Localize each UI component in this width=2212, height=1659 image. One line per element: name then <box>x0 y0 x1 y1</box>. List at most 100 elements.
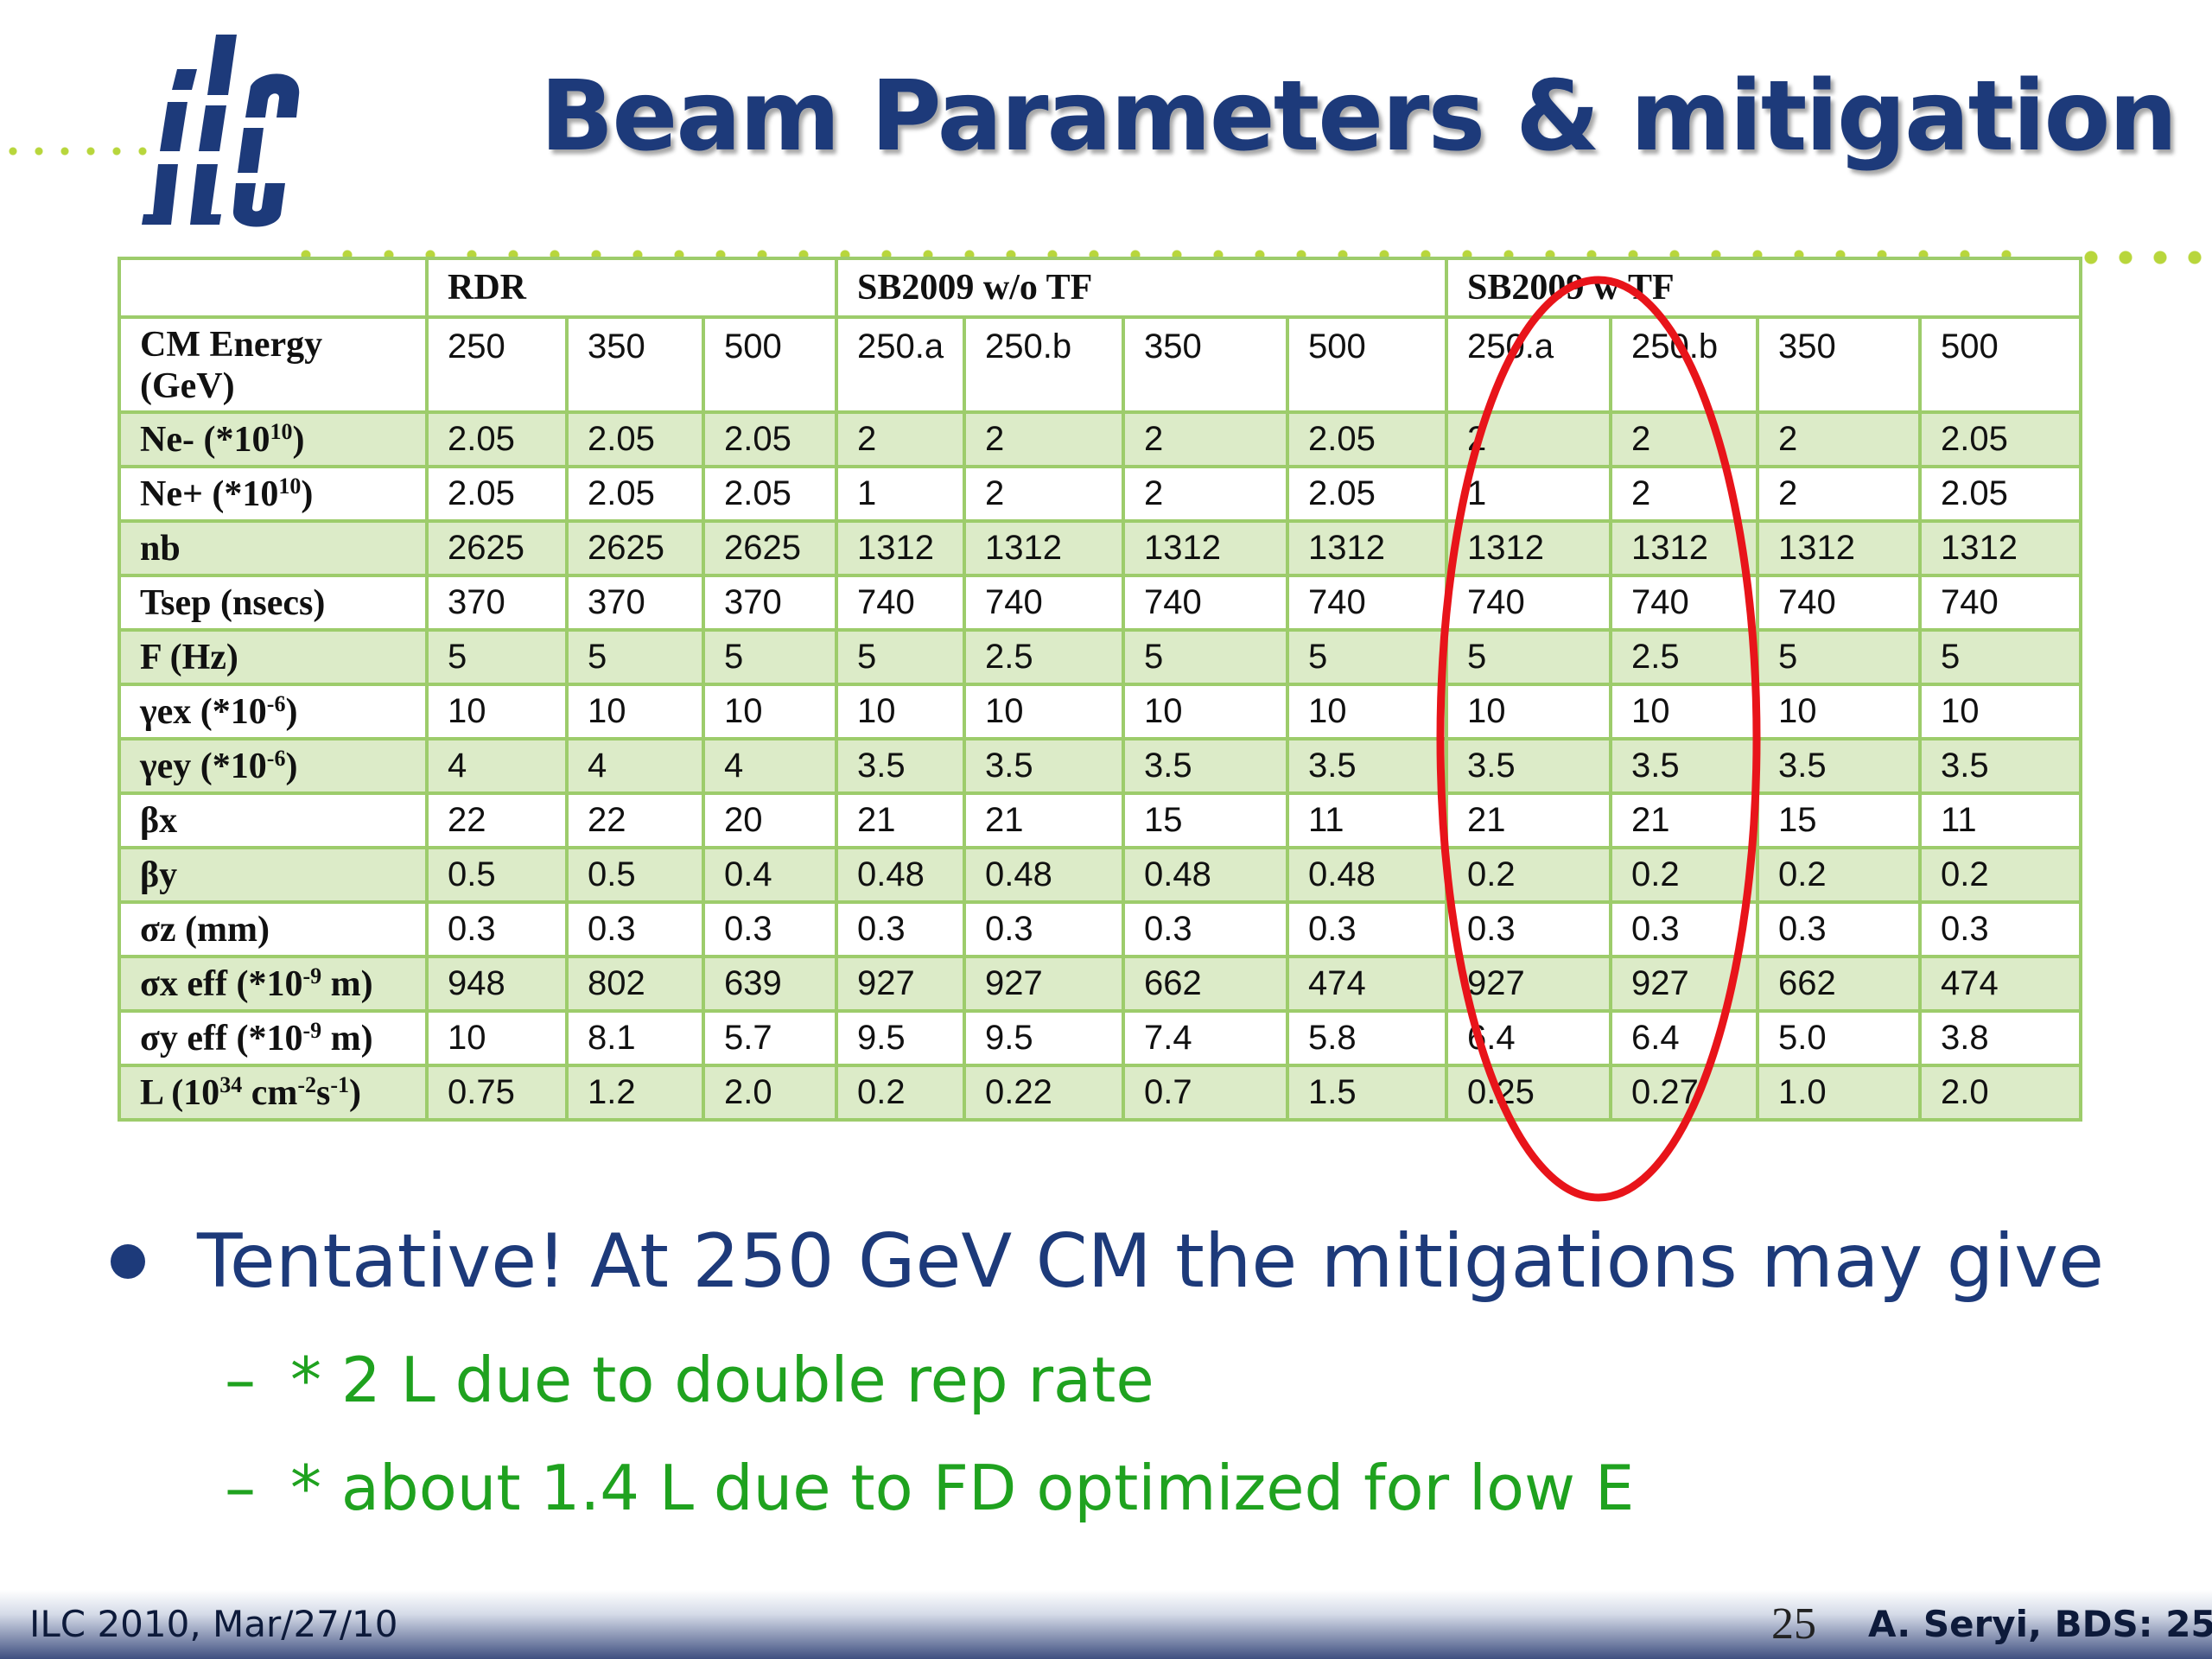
table-cell: 370 <box>565 574 705 632</box>
row-label-text: σy eff (*10 <box>140 1018 303 1058</box>
table-cell: 2625 <box>702 519 838 577</box>
group-header-sb2009-without-tf: SB2009 w/o TF <box>834 257 1449 319</box>
table-header-row: RDR SB2009 w/o TF SB2009 w TF <box>118 257 2083 319</box>
table-cell: 5 <box>835 628 966 686</box>
table-cell: 662 <box>1122 955 1289 1013</box>
table-cell: 21 <box>1445 791 1613 849</box>
table-cell: 2.05 <box>702 410 838 468</box>
row-label-cm-energy: CM Energy (GeV) <box>118 315 429 414</box>
table-cell: 0.22 <box>963 1064 1125 1122</box>
table-row: σy eff (*10-9 m) 10 8.1 5.7 9.5 9.5 7.4 5.8 6.4 6… <box>118 1009 2083 1067</box>
table-cell: 2.0 <box>1918 1064 2083 1122</box>
table-cell: 3.8 <box>1918 1009 2083 1067</box>
table-cell: 10 <box>425 1009 569 1067</box>
row-label: σz (mm) <box>118 900 429 958</box>
table-cell: 0.2 <box>835 1064 966 1122</box>
table-cell: 2.05 <box>565 465 705 523</box>
row-label-superscript: -6 <box>266 745 286 771</box>
table-cell: 740 <box>1756 574 1923 632</box>
table-cell: 2 <box>1609 465 1760 523</box>
table-cell: 2 <box>1122 410 1289 468</box>
footer-bar <box>0 1590 2212 1659</box>
table-cell: 0.2 <box>1756 846 1923 904</box>
table-cell: 10 <box>1285 683 1449 741</box>
table-cell: 0.27 <box>1609 1064 1760 1122</box>
table-row: Ne+ (*1010) 2.05 2.05 2.05 1 2 2 2.05 1 2 2 2.05 <box>118 465 2083 523</box>
table-cell: 2.05 <box>425 465 569 523</box>
row-label-text: ) <box>301 474 314 514</box>
table-cell: 3.5 <box>835 737 966 795</box>
row-label-superscript: 10 <box>278 473 302 499</box>
table-row: L (1034 cm-2s-1) 0.75 1.2 2.0 0.2 0.22 0.7 1.5 0… <box>118 1064 2083 1122</box>
table-cell: 2.5 <box>1609 628 1760 686</box>
row-label: Ne+ (*1010) <box>118 465 429 523</box>
energy-cell: 250.b <box>963 315 1125 414</box>
table-cell: 927 <box>963 955 1125 1013</box>
table-cell: 0.3 <box>835 900 966 958</box>
table-cell: 0.2 <box>1609 846 1760 904</box>
table-cell: 1312 <box>1756 519 1923 577</box>
row-label-text: m) <box>321 1018 373 1058</box>
table-row: γex (*10-6) 10 10 10 10 10 10 10 10 10 10 10 <box>118 683 2083 741</box>
slide-title: Beam Parameters & mitigation <box>540 60 2177 173</box>
ilc-logo: ilc <box>142 35 300 227</box>
header-empty-cell <box>118 257 429 319</box>
table-row: Ne- (*1010) 2.05 2.05 2.05 2 2 2 2.05 2 2 2 2.05 <box>118 410 2083 468</box>
row-label-superscript: -9 <box>302 1017 322 1043</box>
table-body: Ne- (*1010) 2.05 2.05 2.05 2 2 2 2.05 2 2 2 2.05 Ne+… <box>118 410 2083 1122</box>
table-cell: 1312 <box>1918 519 2083 577</box>
row-label: L (1034 cm-2s-1) <box>118 1064 429 1122</box>
sub-bullet-2: – * about 1.4 L due to FD optimized for l… <box>225 1452 1634 1524</box>
table-cell: 0.3 <box>1285 900 1449 958</box>
energy-cell: 350 <box>1756 315 1923 414</box>
table-cell: 2.05 <box>1918 410 2083 468</box>
table-cell: 2 <box>1122 465 1289 523</box>
table-cell: 0.48 <box>963 846 1125 904</box>
table-cell: 1.2 <box>565 1064 705 1122</box>
table-cell: 21 <box>1609 791 1760 849</box>
row-label-text: ) <box>285 746 298 786</box>
row-label-superscript: 10 <box>270 418 293 444</box>
table-cell: 0.3 <box>1756 900 1923 958</box>
table-cell: 10 <box>702 683 838 741</box>
row-label-text: cm <box>242 1072 298 1113</box>
table-cell: 5 <box>565 628 705 686</box>
table-row: σx eff (*10-9 m) 948 802 639 927 927 662 474 927… <box>118 955 2083 1013</box>
table-cell: 2 <box>963 465 1125 523</box>
row-label-text: σx eff (*10 <box>140 963 303 1004</box>
table-cell: 10 <box>963 683 1125 741</box>
table-cell: 0.5 <box>425 846 569 904</box>
table-cell: 1312 <box>835 519 966 577</box>
table-cell: 9.5 <box>835 1009 966 1067</box>
table-cell: 0.75 <box>425 1064 569 1122</box>
table-cell: 3.5 <box>963 737 1125 795</box>
row-label-text: ) <box>285 691 298 732</box>
table-cell: 3.5 <box>1609 737 1760 795</box>
bullet-dot-icon <box>111 1243 145 1279</box>
table-cell: 0.3 <box>1918 900 2083 958</box>
table-cell: 7.4 <box>1122 1009 1289 1067</box>
table-row: Tsep (nsecs) 370 370 370 740 740 740 740 740 740 7… <box>118 574 2083 632</box>
row-label-superscript: -6 <box>266 690 286 716</box>
row-label-text: Tsep (nsecs) <box>140 582 326 623</box>
table-cell: 1 <box>835 465 966 523</box>
energy-cell: 350 <box>565 315 705 414</box>
footer-page-number: 25 <box>1771 1599 1816 1649</box>
table-cell: 21 <box>835 791 966 849</box>
table-cell: 2.05 <box>702 465 838 523</box>
table-cell: 740 <box>1609 574 1760 632</box>
row-label-text: s <box>316 1072 331 1113</box>
table-cell: 0.3 <box>702 900 838 958</box>
table-cell: 21 <box>963 791 1125 849</box>
row-label-text: Ne+ (*10 <box>140 474 279 514</box>
table-cell: 2.05 <box>425 410 569 468</box>
row-label-text: m) <box>321 963 373 1004</box>
table-cell: 0.3 <box>963 900 1125 958</box>
table-cell: 0.2 <box>1918 846 2083 904</box>
table-cell: 0.48 <box>1122 846 1289 904</box>
table-cell: 1.5 <box>1285 1064 1449 1122</box>
table-cell: 948 <box>425 955 569 1013</box>
table-row: σz (mm) 0.3 0.3 0.3 0.3 0.3 0.3 0.3 0.3 0.3 0.3 0.3 <box>118 900 2083 958</box>
table-cell: 3.5 <box>1122 737 1289 795</box>
table-cell: 0.48 <box>835 846 966 904</box>
